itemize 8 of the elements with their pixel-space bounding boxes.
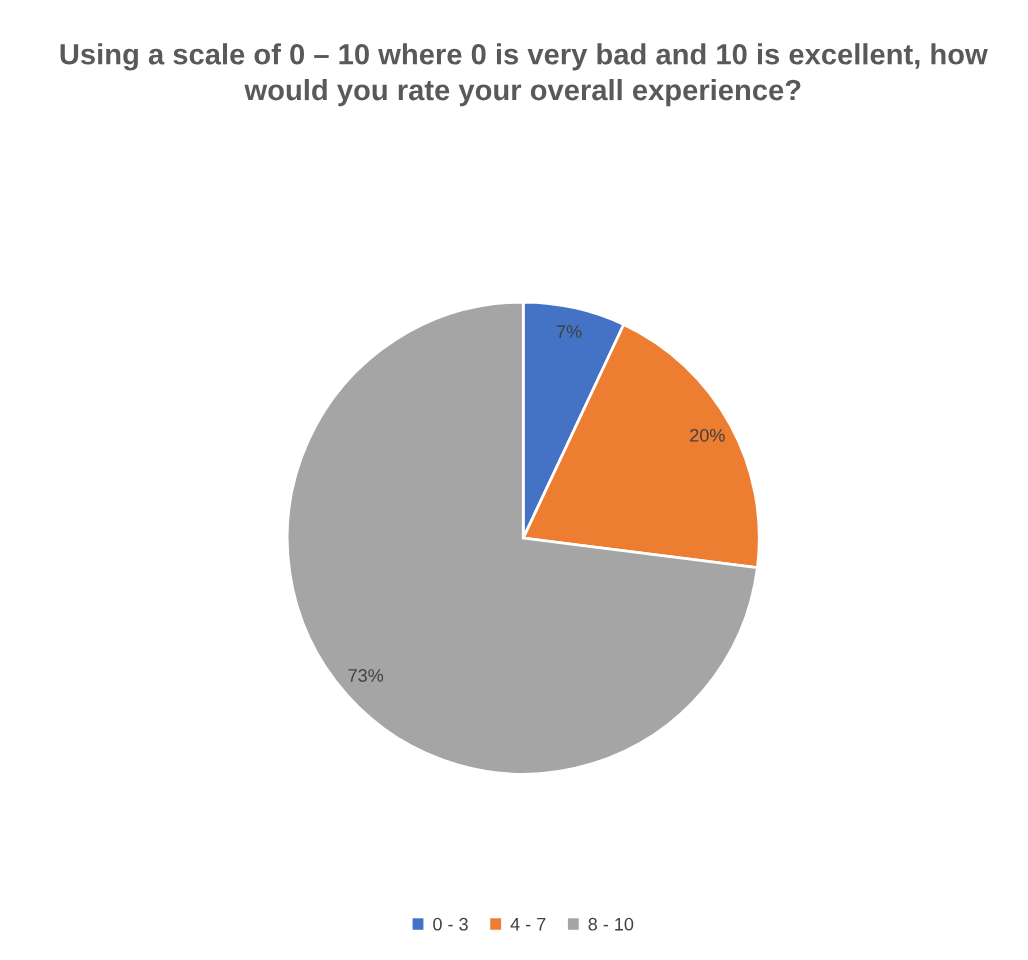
data-label: 7% <box>556 325 582 338</box>
legend-label: 0 - 3 <box>433 917 468 931</box>
pie-slice <box>285 300 759 776</box>
legend-label: 4 - 7 <box>510 917 546 931</box>
chart-title: Using a scale of 0 – 10 where 0 is very bad and 10 is excellent, how would you rate your overall experience? <box>60 43 988 107</box>
data-label: 73% <box>348 669 384 682</box>
legend-label: 8 - 10 <box>588 917 634 931</box>
data-label: 20% <box>690 428 725 442</box>
